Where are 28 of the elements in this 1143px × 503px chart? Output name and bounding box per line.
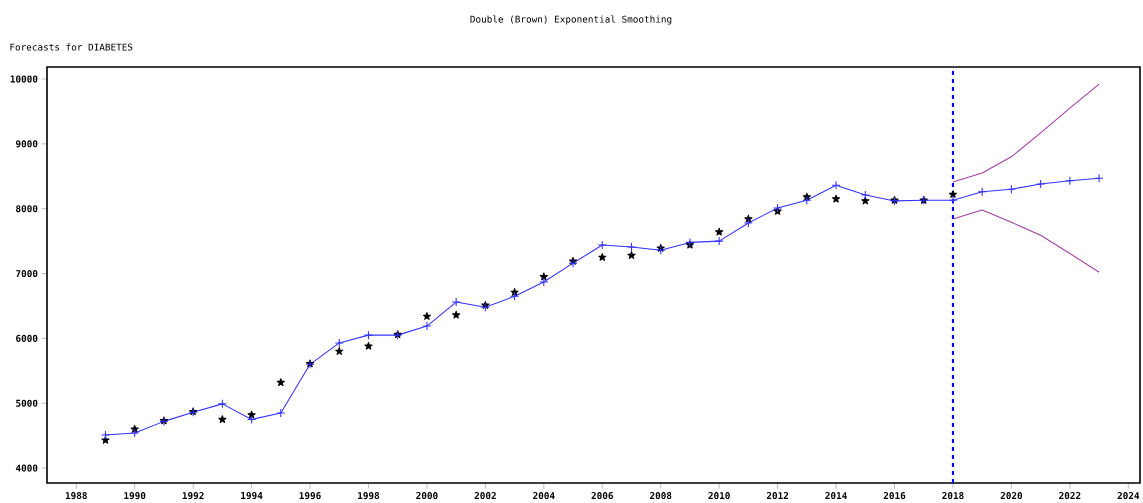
y-axis-title: Forecasts for DIABETES: [10, 43, 133, 51]
x-tick-label: 2022: [1059, 492, 1081, 500]
x-tick-label: 1994: [241, 492, 263, 500]
x-tick-label: 2002: [474, 492, 496, 500]
x-tick-label: 2024: [1117, 492, 1140, 500]
x-tick-label: 1998: [358, 492, 380, 500]
x-tick-label: 2004: [533, 492, 555, 500]
x-tick-label: 2010: [708, 492, 730, 500]
x-tick-label: 1996: [299, 492, 321, 500]
y-tick-label: 6000: [16, 334, 38, 342]
x-tick-label: 1990: [124, 492, 146, 500]
x-tick-label: 2000: [416, 492, 438, 500]
x-tick-label: 2006: [591, 492, 613, 500]
y-tick-label: 8000: [16, 205, 38, 213]
x-tick-label: 2012: [766, 492, 789, 500]
x-tick-label: 2016: [883, 492, 906, 500]
y-tick-label: 4000: [15, 464, 38, 472]
x-tick-label: 1988: [65, 492, 87, 500]
chart-title: Double (Brown) Exponential Smoothing: [470, 15, 672, 25]
y-tick-label: 9000: [15, 140, 38, 148]
x-tick-label: 2020: [1000, 492, 1023, 500]
x-tick-label: 1992: [182, 492, 204, 500]
y-tick-label: 5000: [16, 399, 38, 407]
x-tick-label: 2018: [942, 492, 964, 500]
y-tick-label: 7000: [16, 270, 38, 278]
y-tick-label: 10000: [10, 75, 38, 83]
x-tick-label: 2014: [825, 492, 847, 500]
x-tick-label: 2008: [650, 492, 672, 500]
